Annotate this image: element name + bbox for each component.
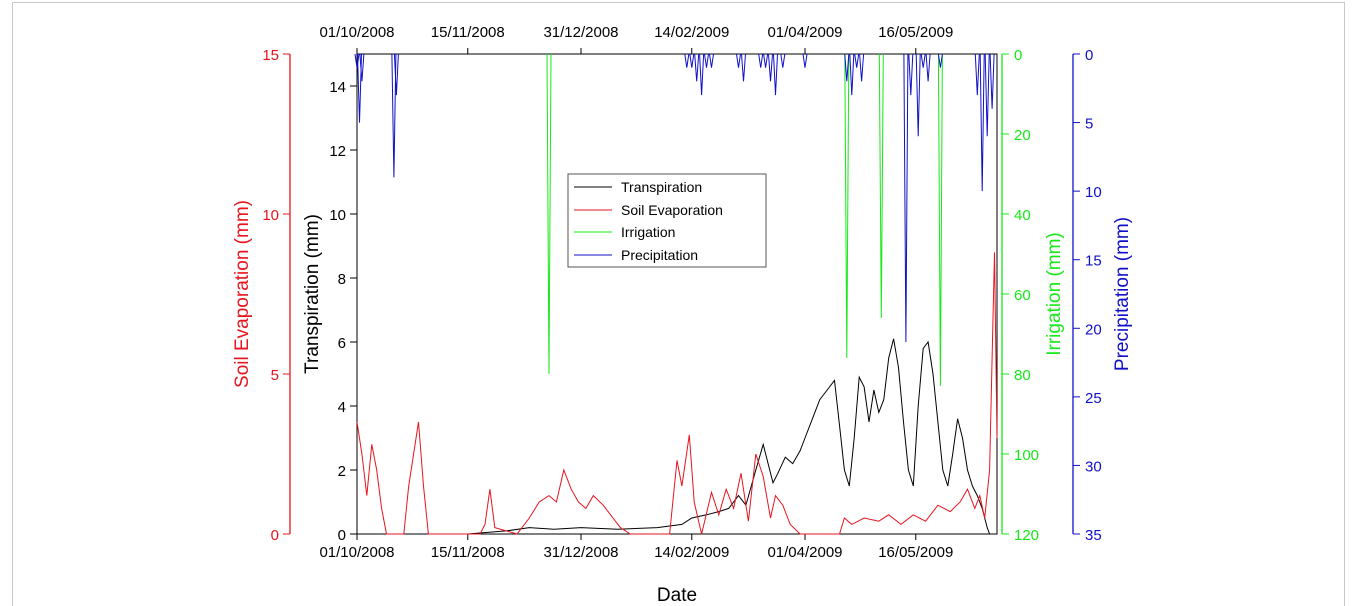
x-tick-label-bottom: 14/02/2009 xyxy=(654,544,729,561)
x-tick-label-bottom: 15/11/2008 xyxy=(431,544,505,561)
precipitation-event-spike xyxy=(689,53,695,68)
legend-box xyxy=(567,173,767,268)
precipitation-event-spike xyxy=(684,53,690,68)
precipitation-event-spike xyxy=(694,53,700,82)
irrigation-event-spike xyxy=(878,53,884,319)
irrigation-tick-label: 80 xyxy=(1014,367,1031,384)
transpiration-tick-label: 14 xyxy=(329,79,346,96)
precipitation-event-spike xyxy=(699,53,705,96)
precipitation-event-spike xyxy=(989,53,995,109)
irrigation-event-spike xyxy=(937,53,943,387)
precipitation-event-spike xyxy=(763,53,769,68)
precipitation-event-spike xyxy=(974,53,980,96)
precipitation-event-spike xyxy=(849,53,855,96)
x-tick-label-top: 15/11/2008 xyxy=(431,24,505,41)
transpiration-tick-label: 12 xyxy=(329,143,346,160)
irrigation-tick-label: 20 xyxy=(1014,127,1031,144)
x-tick-label-bottom: 31/12/2008 xyxy=(543,544,618,561)
irrigation-event-spike xyxy=(546,53,552,375)
precipitation-event-spike xyxy=(802,53,808,68)
precipitation-event-spike xyxy=(984,53,990,137)
x-tick-label-top: 31/12/2008 xyxy=(543,24,618,41)
precipitation-event-spike xyxy=(741,53,746,82)
axes-layer: 01/10/2008 01/10/2008 15/11/2008 15/11/2008… xyxy=(262,24,1101,561)
precipitation-tick-label: 20 xyxy=(1085,321,1102,338)
precipitation-event-spike xyxy=(937,53,943,68)
precipitation-event-spike xyxy=(709,53,714,68)
soil-evaporation-tick-label: 0 xyxy=(271,527,279,544)
precipitation-axis-title: Precipitation (mm) xyxy=(1112,217,1133,371)
transpiration-tick-label: 6 xyxy=(338,335,346,352)
precipitation-event-spike xyxy=(854,53,860,68)
precipitation-event-spike xyxy=(704,53,709,68)
precipitation-event-spike xyxy=(393,53,399,96)
precipitation-event-spike xyxy=(357,53,362,123)
soil-evaporation-axis-title: Soil Evaporation (mm) xyxy=(232,200,253,388)
irrigation-tick-label: 100 xyxy=(1014,447,1039,464)
x-tick-label-top: 01/04/2009 xyxy=(767,24,842,41)
transpiration-tick-label: 4 xyxy=(338,399,346,416)
figure-border xyxy=(12,2,1345,606)
precipitation-event-spike xyxy=(979,53,985,192)
precipitation-tick-label: 35 xyxy=(1085,527,1102,544)
precipitation-event-spike xyxy=(758,53,764,68)
legend-label-transpiration: Transpiration xyxy=(621,179,702,195)
precipitation-event-spike xyxy=(903,53,909,343)
x-tick-label-top: 01/10/2008 xyxy=(319,24,394,41)
irrigation-tick-label: 40 xyxy=(1014,207,1031,224)
transpiration-tick-label: 8 xyxy=(338,271,346,288)
precipitation-tick-label: 25 xyxy=(1085,390,1102,407)
precipitation-event-spike xyxy=(773,53,778,96)
irrigation-axis-title: Irrigation (mm) xyxy=(1044,232,1065,356)
precipitation-tick-label: 10 xyxy=(1085,184,1102,201)
legend-label-precipitation: Precipitation xyxy=(621,247,698,263)
x-axis-title: Date xyxy=(657,585,697,606)
precipitation-tick-label: 5 xyxy=(1085,116,1093,133)
irrigation-tick-label: 60 xyxy=(1014,287,1031,304)
precipitation-event-spike xyxy=(920,53,926,68)
precipitation-event-spike xyxy=(908,53,914,96)
irrigation-tick-label: 0 xyxy=(1014,47,1022,64)
precipitation-event-spike xyxy=(736,53,741,68)
plot-area xyxy=(356,53,998,535)
precipitation-event-spike xyxy=(768,53,773,82)
precipitation-event-spike xyxy=(859,53,865,82)
precipitation-event-spike xyxy=(780,53,786,68)
series-layer xyxy=(354,53,998,535)
legend-label-irrigation: Irrigation xyxy=(621,224,675,240)
precipitation-tick-label: 15 xyxy=(1085,253,1102,270)
transpiration-axis-title: Transpiration (mm) xyxy=(302,214,323,374)
x-tick-label-top: 14/02/2009 xyxy=(654,24,729,41)
soil-evaporation-series-line xyxy=(356,252,998,535)
precipitation-event-spike xyxy=(844,53,850,82)
irrigation-event-spike xyxy=(844,53,850,359)
precipitation-event-spike xyxy=(925,53,931,82)
soil-evaporation-tick-label: 10 xyxy=(262,207,279,224)
precipitation-event-spike xyxy=(915,53,921,137)
x-tick-label-bottom: 16/05/2009 xyxy=(878,544,953,561)
precipitation-tick-label: 30 xyxy=(1085,458,1102,475)
irrigation-tick-label: 120 xyxy=(1014,527,1039,544)
transpiration-series-line xyxy=(357,338,991,535)
x-tick-label-bottom: 01/04/2009 xyxy=(767,544,842,561)
transpiration-tick-label: 2 xyxy=(338,463,346,480)
legend-label-soil-evaporation: Soil Evaporation xyxy=(621,202,723,218)
soil-evaporation-tick-label: 5 xyxy=(271,367,279,384)
precipitation-event-spike xyxy=(354,53,360,68)
x-tick-label-top: 16/05/2009 xyxy=(878,24,953,41)
transpiration-tick-label: 10 xyxy=(329,207,346,224)
precipitation-event-spike xyxy=(359,53,365,82)
legend: Transpiration Soil Evaporation Irrigatio… xyxy=(567,173,767,268)
soil-evaporation-tick-label: 15 xyxy=(262,47,279,64)
transpiration-tick-label: 0 xyxy=(338,527,346,544)
x-tick-label-bottom: 01/10/2008 xyxy=(319,544,394,561)
precipitation-tick-label: 0 xyxy=(1085,47,1093,64)
precipitation-event-spike xyxy=(391,53,397,178)
